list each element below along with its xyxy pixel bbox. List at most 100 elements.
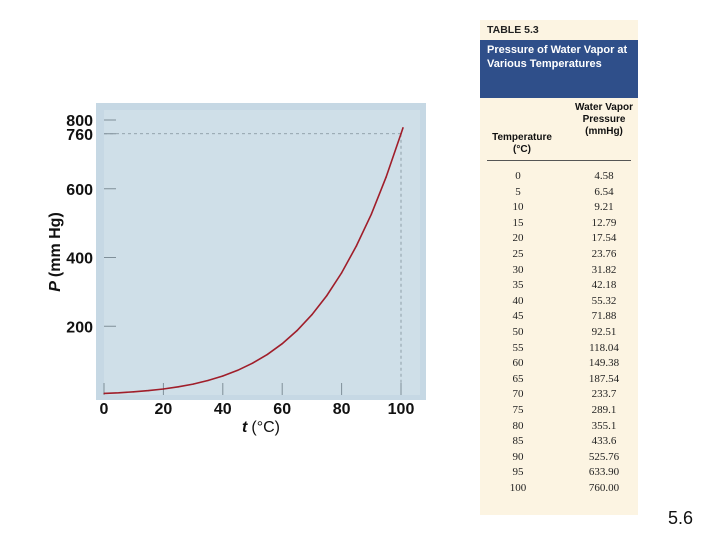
pressure-cell: 31.82 [591, 263, 617, 276]
table-row: 80 355.1 [480, 420, 638, 436]
temperature-cell: 65 [512, 372, 524, 385]
pressure-cell: 433.6 [591, 435, 617, 448]
plot-area [104, 110, 420, 395]
table-row: 90 525.76 [480, 451, 638, 467]
x-axis-title: t (°C) [242, 419, 280, 436]
temperature-cell: 30 [512, 263, 524, 276]
table-row: 20 17.54 [480, 232, 638, 248]
table-row: 10 9.21 [480, 201, 638, 217]
temperature-cell: 35 [512, 279, 524, 292]
data-point [118, 391, 120, 394]
pressure-cell: 525.76 [588, 450, 620, 463]
table-row: 75 289.1 [480, 404, 638, 420]
table-row: 35 42.18 [480, 279, 638, 295]
temperature-cell: 5 [515, 185, 521, 198]
data-point [192, 383, 194, 385]
temperature-cell: 100 [509, 481, 527, 494]
data-point [281, 342, 284, 345]
pressure-cell: 187.54 [588, 372, 620, 385]
vapor-pressure-curve [103, 126, 404, 395]
data-point [147, 389, 150, 392]
temperature-cell: 20 [512, 232, 524, 245]
table-row: 95 633.90 [480, 466, 638, 482]
table-title: Pressure of Water Vapor at Various Tempe… [487, 44, 628, 70]
table-row: 0 4.58 [480, 170, 638, 186]
x-axis-variable: t [242, 419, 248, 436]
x-tick-label: 80 [333, 401, 351, 418]
pressure-cell: 17.54 [591, 232, 617, 245]
y-tick-label: 760 [66, 127, 93, 144]
vapor-pressure-table: TABLE 5.3 Pressure of Water Vapor at Var… [480, 20, 638, 515]
pressure-cell: 55.32 [591, 294, 617, 307]
header-rule [487, 160, 631, 161]
y-tick-label: 600 [66, 182, 93, 199]
data-point [162, 388, 165, 390]
table-row: 50 92.51 [480, 326, 638, 342]
data-point [222, 375, 224, 377]
data-point [355, 245, 358, 247]
table-title-band [480, 40, 638, 98]
pressure-cell: 23.76 [591, 247, 617, 260]
temperature-cell: 85 [512, 435, 524, 448]
data-point [236, 369, 239, 372]
table-body: 0 4.58 5 6.54 10 9.21 15 12.79 20 17.54 25 23.76 30 3… [480, 170, 638, 497]
x-tick-label: 60 [273, 401, 291, 418]
temperature-cell: 80 [512, 419, 524, 432]
pressure-cell: 4.58 [594, 170, 614, 182]
data-point [296, 329, 298, 332]
temperature-cell: 60 [512, 357, 524, 370]
pressure-cell: 289.1 [591, 403, 617, 416]
table-row: 40 55.32 [480, 295, 638, 311]
data-points [103, 132, 402, 395]
temperature-cell: 75 [512, 403, 524, 416]
pressure-cell: 6.54 [594, 185, 614, 198]
pressure-cell: 92.51 [591, 325, 617, 338]
pressure-cell: 633.90 [588, 466, 620, 479]
x-tick-label: 40 [214, 401, 232, 418]
temperature-cell: 15 [512, 216, 524, 229]
y-axis-variable: P [47, 281, 64, 292]
pressure-cell: 71.88 [591, 310, 617, 323]
table-row: 55 118.04 [480, 342, 638, 358]
data-point [370, 213, 373, 216]
page-number: 5.6 [668, 508, 694, 528]
data-point [340, 272, 343, 274]
y-tick-label: 200 [66, 319, 93, 336]
x-tick-label: 20 [155, 401, 173, 418]
table-row: 5 6.54 [480, 186, 638, 202]
table-label: TABLE 5.3 [487, 24, 539, 36]
temperature-cell: 50 [512, 325, 524, 338]
pressure-cell: 12.79 [591, 216, 617, 229]
data-point [385, 176, 387, 178]
y-axis-title: P (mm Hg) [47, 212, 64, 292]
x-axis-unit: (°C) [251, 419, 280, 436]
pressure-cell: 760.00 [588, 481, 620, 494]
y-tick-label: 400 [66, 251, 93, 268]
table-row: 85 433.6 [480, 435, 638, 451]
temperature-cell: 70 [512, 388, 524, 401]
pressure-cell: 42.18 [591, 279, 617, 292]
data-point [311, 313, 313, 316]
temperature-cell: 0 [515, 170, 521, 182]
data-point [177, 386, 180, 388]
temperature-cell: 55 [512, 341, 524, 354]
x-tick-label: 100 [388, 401, 415, 418]
data-point [103, 392, 105, 395]
table-row: 70 233.7 [480, 388, 638, 404]
temperature-cell: 45 [512, 310, 524, 323]
data-point [207, 379, 209, 382]
data-point [400, 132, 402, 135]
y-tick-label: 800 [66, 113, 93, 130]
table-row: 60 149.38 [480, 357, 638, 373]
temperature-cell: 25 [512, 247, 524, 260]
temperature-cell: 95 [512, 466, 524, 479]
table-row: 15 12.79 [480, 217, 638, 233]
temperature-cell: 40 [512, 294, 524, 307]
temperature-column-header: Temperature (°C) [492, 132, 552, 155]
table-row: 30 31.82 [480, 264, 638, 280]
data-point [325, 294, 328, 297]
pressure-cell: 118.04 [589, 341, 619, 354]
x-tick-label: 0 [100, 401, 109, 418]
